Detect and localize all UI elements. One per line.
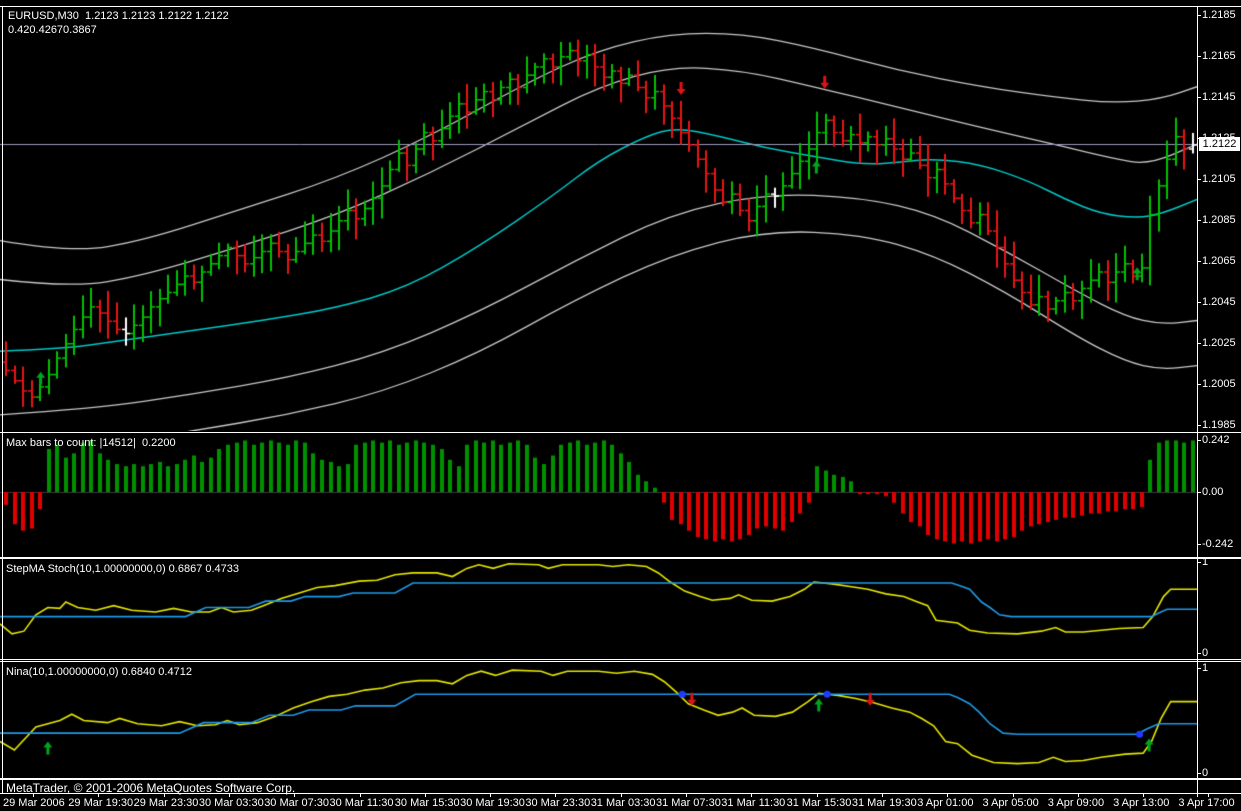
axis-tick-label: 1.2185 — [1202, 8, 1236, 21]
time-label: 29 Mar 2006 — [3, 797, 65, 809]
pane-separator — [0, 432, 1241, 433]
time-label: 30 Mar 19:30 — [460, 797, 525, 809]
axis-tick-label: -0.242 — [1202, 537, 1234, 550]
axis-tick-mark — [1197, 97, 1201, 98]
time-tick-mark — [751, 793, 753, 797]
axis-tick-mark — [1197, 302, 1201, 303]
time-tick-mark — [555, 793, 557, 797]
time-label: 30 Mar 07:30 — [264, 797, 330, 809]
axis-tick-mark — [1197, 653, 1201, 654]
time-label: 30 Mar 11:30 — [329, 797, 394, 809]
axis-tick-mark — [1197, 179, 1201, 180]
time-tick-mark — [881, 793, 883, 797]
axis-tick-mark — [1197, 544, 1201, 545]
axis-tick-mark — [1197, 56, 1201, 57]
axis-tick-label: 1 — [1202, 556, 1209, 568]
time-label: 3 Apr 01:00 — [917, 797, 974, 809]
stepma-stoch-label: StepMA Stoch(10,1.00000000,0) 0.6867 0.4… — [6, 563, 240, 575]
time-tick-mark — [33, 793, 34, 797]
pane-separator — [0, 659, 1241, 660]
axis-tick-label: 0.242 — [1202, 434, 1230, 446]
axis-tick-mark — [1197, 773, 1201, 774]
time-tick-mark — [424, 793, 426, 797]
stepma-stoch-canvas[interactable] — [0, 560, 1197, 657]
axis-tick-label: 1 — [1202, 662, 1209, 675]
axis-tick-mark — [1197, 343, 1201, 344]
nina-indicator-label: Nina(10,1.00000000,0) 0.6840 0.4712 — [6, 666, 192, 678]
axis-tick-label: 1.2145 — [1202, 90, 1236, 103]
time-label: 29 Mar 23:30 — [133, 797, 199, 809]
time-tick-mark — [1208, 793, 1210, 797]
time-label: 3 Apr 13:00 — [1113, 797, 1170, 809]
time-label: 30 Mar 03:30 — [198, 797, 264, 809]
axis-tick-label: 1.2165 — [1202, 49, 1236, 62]
axis-tick-mark — [1197, 261, 1201, 262]
time-label: 30 Mar 23:30 — [525, 797, 591, 809]
indicator-overlay-values: 0.420.42670.3867 — [8, 24, 97, 36]
time-tick-mark — [228, 793, 230, 797]
time-label: 31 Mar 03:30 — [590, 797, 656, 809]
axis-tick-label: 1.2025 — [1202, 337, 1236, 350]
time-label: 29 Mar 19:30 — [68, 797, 134, 809]
time-tick-mark — [163, 793, 165, 797]
time-tick-mark — [1143, 793, 1145, 797]
axis-tick-label: 0 — [1202, 646, 1209, 659]
chart-border — [1197, 6, 1198, 797]
time-tick-mark — [98, 793, 100, 797]
histogram-indicator-canvas[interactable] — [0, 434, 1197, 556]
axis-tick-label: 1.2065 — [1202, 255, 1236, 268]
time-tick-mark — [686, 793, 687, 797]
time-label: 3 Apr 09:00 — [1047, 797, 1105, 809]
time-label: 3 Apr 05:00 — [982, 797, 1039, 809]
histogram-indicator-label: Max bars to count: |14512| 0.2200 — [6, 437, 176, 449]
time-label: 30 Mar 15:30 — [394, 797, 460, 809]
current-price-tag: 1.2122 — [1199, 137, 1240, 151]
time-label: 31 Mar 07:30 — [656, 797, 721, 809]
pane-separator — [0, 661, 1241, 662]
pane-separator — [0, 557, 1241, 558]
pane-separator — [0, 779, 1241, 780]
time-label: 31 Mar 11:30 — [721, 797, 786, 809]
time-tick-mark — [1012, 793, 1014, 797]
axis-tick-label: 0 — [1202, 767, 1209, 780]
pane-separator — [0, 6, 1241, 7]
axis-tick-label: 1.2105 — [1202, 173, 1236, 185]
axis-tick-mark — [1197, 492, 1201, 493]
time-tick-mark — [620, 793, 622, 797]
axis-tick-mark — [1197, 562, 1201, 563]
axis-tick-label: 1.2085 — [1202, 214, 1236, 226]
time-label: 3 Apr 17:00 — [1178, 797, 1235, 809]
nina-indicator-canvas[interactable] — [0, 663, 1197, 778]
time-tick-mark — [294, 793, 296, 797]
axis-tick-mark — [1197, 425, 1201, 426]
time-tick-mark — [359, 793, 361, 797]
axis-tick-label: 1.1985 — [1202, 419, 1236, 432]
axis-tick-label: 1.2045 — [1202, 296, 1236, 309]
main-chart-canvas[interactable] — [0, 8, 1197, 431]
time-tick-mark — [1077, 793, 1079, 797]
time-tick-mark — [947, 793, 949, 797]
pane-separator — [0, 793, 1241, 794]
pane-separator — [0, 778, 1241, 779]
time-label: 31 Mar 15:30 — [786, 797, 852, 809]
time-tick-mark — [816, 793, 818, 797]
axis-tick-mark — [1197, 15, 1201, 16]
copyright-text: MetaTrader, © 2001-2006 MetaQuotes Softw… — [6, 781, 296, 795]
axis-tick-mark — [1197, 220, 1201, 221]
pane-separator — [0, 558, 1241, 559]
chart-border — [2, 6, 3, 794]
axis-tick-mark — [1197, 384, 1201, 385]
time-label: 31 Mar 19:30 — [851, 797, 917, 809]
axis-tick-label: 0.00 — [1202, 485, 1224, 498]
time-tick-mark — [490, 793, 492, 797]
axis-tick-mark — [1197, 668, 1201, 669]
symbol-quote-line: EURUSD,M30 1.2123 1.2123 1.2122 1.2122 — [8, 10, 229, 22]
axis-tick-mark — [1197, 440, 1201, 441]
axis-tick-label: 1.2005 — [1202, 378, 1236, 391]
